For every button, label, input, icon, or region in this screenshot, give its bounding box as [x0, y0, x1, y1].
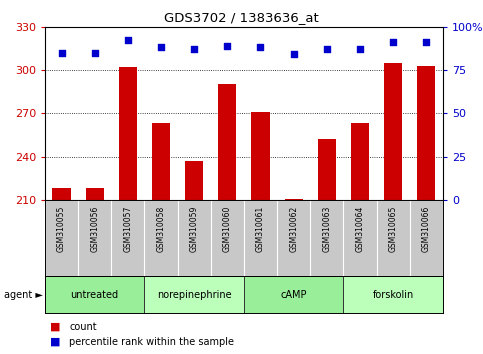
Text: GSM310065: GSM310065 — [389, 206, 398, 252]
Point — [224, 43, 231, 48]
Text: GSM310056: GSM310056 — [90, 206, 99, 252]
Bar — [244, 276, 343, 313]
Text: untreated: untreated — [71, 290, 119, 300]
Text: GSM310060: GSM310060 — [223, 206, 232, 252]
Bar — [52, 188, 71, 354]
Bar — [384, 63, 402, 354]
Text: GSM310061: GSM310061 — [256, 206, 265, 252]
Point — [423, 39, 430, 45]
Bar — [185, 161, 203, 354]
Text: GSM310062: GSM310062 — [289, 206, 298, 252]
Text: GSM310058: GSM310058 — [156, 206, 166, 252]
Text: ■: ■ — [50, 322, 60, 332]
Bar — [119, 67, 137, 354]
Text: GSM310057: GSM310057 — [123, 206, 132, 252]
Point — [190, 46, 198, 52]
Bar — [85, 188, 104, 354]
Point — [356, 46, 364, 52]
Bar — [343, 276, 443, 313]
Text: norepinephrine: norepinephrine — [157, 290, 231, 300]
Text: GSM310066: GSM310066 — [422, 206, 431, 252]
Point — [389, 39, 397, 45]
Point — [290, 51, 298, 57]
Text: forskolin: forskolin — [372, 290, 414, 300]
Bar — [351, 124, 369, 354]
Text: GSM310064: GSM310064 — [355, 206, 365, 252]
Point — [91, 50, 99, 56]
Text: GSM310059: GSM310059 — [190, 206, 199, 252]
Text: GSM310055: GSM310055 — [57, 206, 66, 252]
Bar — [318, 139, 336, 354]
Text: cAMP: cAMP — [281, 290, 307, 300]
Bar — [152, 124, 170, 354]
Bar — [417, 65, 436, 354]
Bar — [218, 84, 237, 354]
Point — [157, 45, 165, 50]
Bar — [251, 112, 270, 354]
Text: ■: ■ — [50, 337, 60, 347]
Text: GDS3702 / 1383636_at: GDS3702 / 1383636_at — [164, 11, 319, 24]
Point — [57, 50, 65, 56]
Bar — [284, 199, 303, 354]
Point — [256, 45, 264, 50]
Text: count: count — [69, 322, 97, 332]
Point — [323, 46, 331, 52]
Text: agent ►: agent ► — [4, 290, 43, 300]
Bar — [144, 276, 244, 313]
Text: GSM310063: GSM310063 — [322, 206, 331, 252]
Point — [124, 38, 132, 43]
Text: percentile rank within the sample: percentile rank within the sample — [69, 337, 234, 347]
Bar — [45, 276, 144, 313]
